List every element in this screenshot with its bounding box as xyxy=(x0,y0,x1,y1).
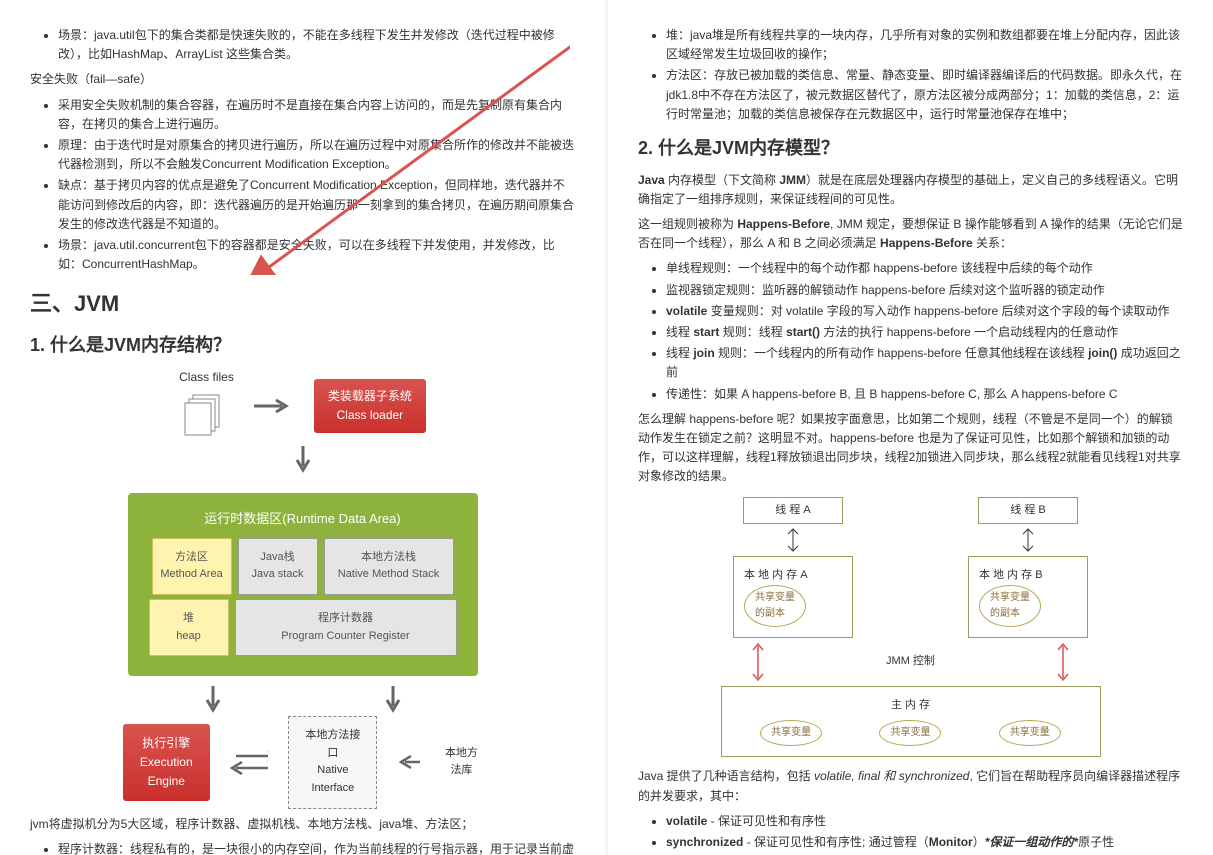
fail-safe-label: 安全失败（fail—safe） xyxy=(30,70,575,89)
bullet-item: 堆：java堆是所有线程共享的一块内存，几乎所有对象的实例和数组都要在堆上分配内… xyxy=(666,26,1183,64)
shared-copy-b: 共享变量的副本 xyxy=(979,585,1041,627)
bullet-synchronized: synchronized - 保证可见性和有序性; 通过管程（Monitor）*… xyxy=(666,833,1183,852)
main-memory-box: 主 内 存 共享变量 共享变量 共享变量 xyxy=(721,686,1101,758)
file-stack-icon xyxy=(181,387,231,437)
bullet-item: 缺点：基于拷贝内容的优点是避免了Concurrent Modification … xyxy=(58,176,575,234)
jvm-region-bullets: 程序计数器：线程私有的，是一块很小的内存空间，作为当前线程的行号指示器，用于记录… xyxy=(30,840,575,855)
bullet-item: 方法区：存放已被加载的类信息、常量、静态变量、即时编译器编译后的代码数据。即永久… xyxy=(666,66,1183,124)
execution-engine-box: 执行引擎 Execution Engine xyxy=(123,724,211,802)
java-stack-box: Java栈 Java stack xyxy=(238,538,318,595)
red-double-arrow-icon xyxy=(1055,642,1071,682)
jvm-description: jvm将虚拟机分为5大区域，程序计数器、虚拟机栈、本地方法栈、java堆、方法区… xyxy=(30,815,575,834)
method-area-box: 方法区 Method Area xyxy=(152,538,232,595)
top-bullets-left: 场景：java.util包下的集合类都是快速失败的，不能在多线程下发生并发修改（… xyxy=(30,26,575,64)
native-interface-box: 本地方法接口 Native Interface xyxy=(288,716,377,808)
double-arrow-vertical-icon xyxy=(1020,528,1036,552)
local-memory-b-box: 本 地 内 存 B 共享变量的副本 xyxy=(968,556,1088,638)
bullet-item: 场景：java.util.concurrent包下的容器都是安全失败，可以在多线… xyxy=(58,236,575,274)
thread-b-box: 线 程 B xyxy=(978,497,1078,525)
jmm-control-label: JMM 控制 xyxy=(886,653,935,671)
lang-structs-para: Java 提供了几种语言结构，包括 volatile, final 和 sync… xyxy=(638,767,1183,805)
shared-var-oval: 共享变量 xyxy=(999,720,1061,746)
local-memory-a-box: 本 地 内 存 A 共享变量的副本 xyxy=(733,556,853,638)
shared-var-oval: 共享变量 xyxy=(760,720,822,746)
left-page: 场景：java.util包下的集合类都是快速失败的，不能在多线程下发生并发修改（… xyxy=(0,0,605,855)
arrow-right-icon xyxy=(254,396,294,416)
native-lib-label: 本地方法库 xyxy=(440,745,482,780)
bullet-item: 场景：java.util包下的集合类都是快速失败的，不能在多线程下发生并发修改（… xyxy=(58,26,575,64)
arrow-down-icon xyxy=(203,686,223,716)
jmm-para2: 这一组规则被称为 Happens-Before, JMM 规定，要想保证 B 操… xyxy=(638,215,1183,253)
runtime-data-area: 运行时数据区(Runtime Data Area) 方法区 Method Are… xyxy=(128,493,478,676)
double-arrow-icon xyxy=(230,748,268,776)
happens-before-bullets: 单线程规则：一个线程中的每个动作都 happens-before 该线程中后续的… xyxy=(638,259,1183,403)
hb-explain: 怎么理解 happens-before 呢？如果按字面意思，比如第二个规则，线程… xyxy=(638,410,1183,487)
bullet-item: 线程 start 规则：线程 start() 方法的执行 happens-bef… xyxy=(666,323,1183,342)
bullet-item: 传递性：如果 A happens-before B, 且 B happens-b… xyxy=(666,385,1183,404)
thread-a-box: 线 程 A xyxy=(743,497,843,525)
heap-box: 堆 heap xyxy=(149,599,229,656)
arrow-down-icon xyxy=(383,686,403,716)
runtime-area-title: 运行时数据区(Runtime Data Area) xyxy=(138,509,468,530)
red-double-arrow-icon xyxy=(750,642,766,682)
fail-safe-bullets: 采用安全失败机制的集合容器，在遍历时不是直接在集合内容上访问的，而是先复制原有集… xyxy=(30,96,575,275)
bullet-item: 原理：由于迭代时是对原集合的拷贝进行遍历，所以在遍历过程中对原集合所作的修改并不… xyxy=(58,136,575,174)
jvm-q2: 2. 什么是JVM内存模型？ xyxy=(638,134,1183,163)
bullet-item: 程序计数器：线程私有的，是一块很小的内存空间，作为当前线程的行号指示器，用于记录… xyxy=(58,840,575,855)
pc-register-box: 程序计数器 Program Counter Register xyxy=(235,599,457,656)
jvm-q1: 1. 什么是JVM内存结构？ xyxy=(30,331,575,360)
arrow-left-icon xyxy=(397,755,420,769)
bullet-item: 采用安全失败机制的集合容器，在遍历时不是直接在集合内容上访问的，而是先复制原有集… xyxy=(58,96,575,134)
jmm-diagram: 线 程 A 线 程 B 本 地 内 存 A 共享变量的副本 本 地 内 存 B … xyxy=(696,497,1126,758)
lang-keyword-bullets: volatile - 保证可见性和有序性 synchronized - 保证可见… xyxy=(638,812,1183,855)
bullet-item: 线程 join 规则：一个线程内的所有动作 happens-before 任意其… xyxy=(666,344,1183,382)
shared-copy-a: 共享变量的副本 xyxy=(744,585,806,627)
arrow-down-icon xyxy=(293,446,313,476)
jvm-structure-diagram: Class files 类装载器子系统 Class loader 运行时数据区(… xyxy=(123,368,483,808)
bullet-item: 单线程规则：一个线程中的每个动作都 happens-before 该线程中后续的… xyxy=(666,259,1183,278)
native-stack-box: 本地方法栈 Native Method Stack xyxy=(324,538,454,595)
class-loader-box: 类装载器子系统 Class loader xyxy=(314,379,426,433)
top-bullets-right: 堆：java堆是所有线程共享的一块内存，几乎所有对象的实例和数组都要在堆上分配内… xyxy=(638,26,1183,124)
bullet-item: 监视器锁定规则：监听器的解锁动作 happens-before 后续对这个监听器… xyxy=(666,281,1183,300)
double-arrow-vertical-icon xyxy=(785,528,801,552)
shared-var-oval: 共享变量 xyxy=(879,720,941,746)
right-page: 堆：java堆是所有线程共享的一块内存，几乎所有对象的实例和数组都要在堆上分配内… xyxy=(608,0,1213,855)
class-files-label: Class files xyxy=(179,368,234,387)
bullet-item: volatile volatile 变量规则：对 volatile 字段的写入动… xyxy=(666,302,1183,321)
jvm-section-title: 三、JVM xyxy=(30,286,575,321)
bullet-volatile: volatile - 保证可见性和有序性 xyxy=(666,812,1183,831)
jmm-para1: Java 内存模型（下文简称 JMM）就是在底层处理器内存模型的基础上，定义自己… xyxy=(638,171,1183,209)
